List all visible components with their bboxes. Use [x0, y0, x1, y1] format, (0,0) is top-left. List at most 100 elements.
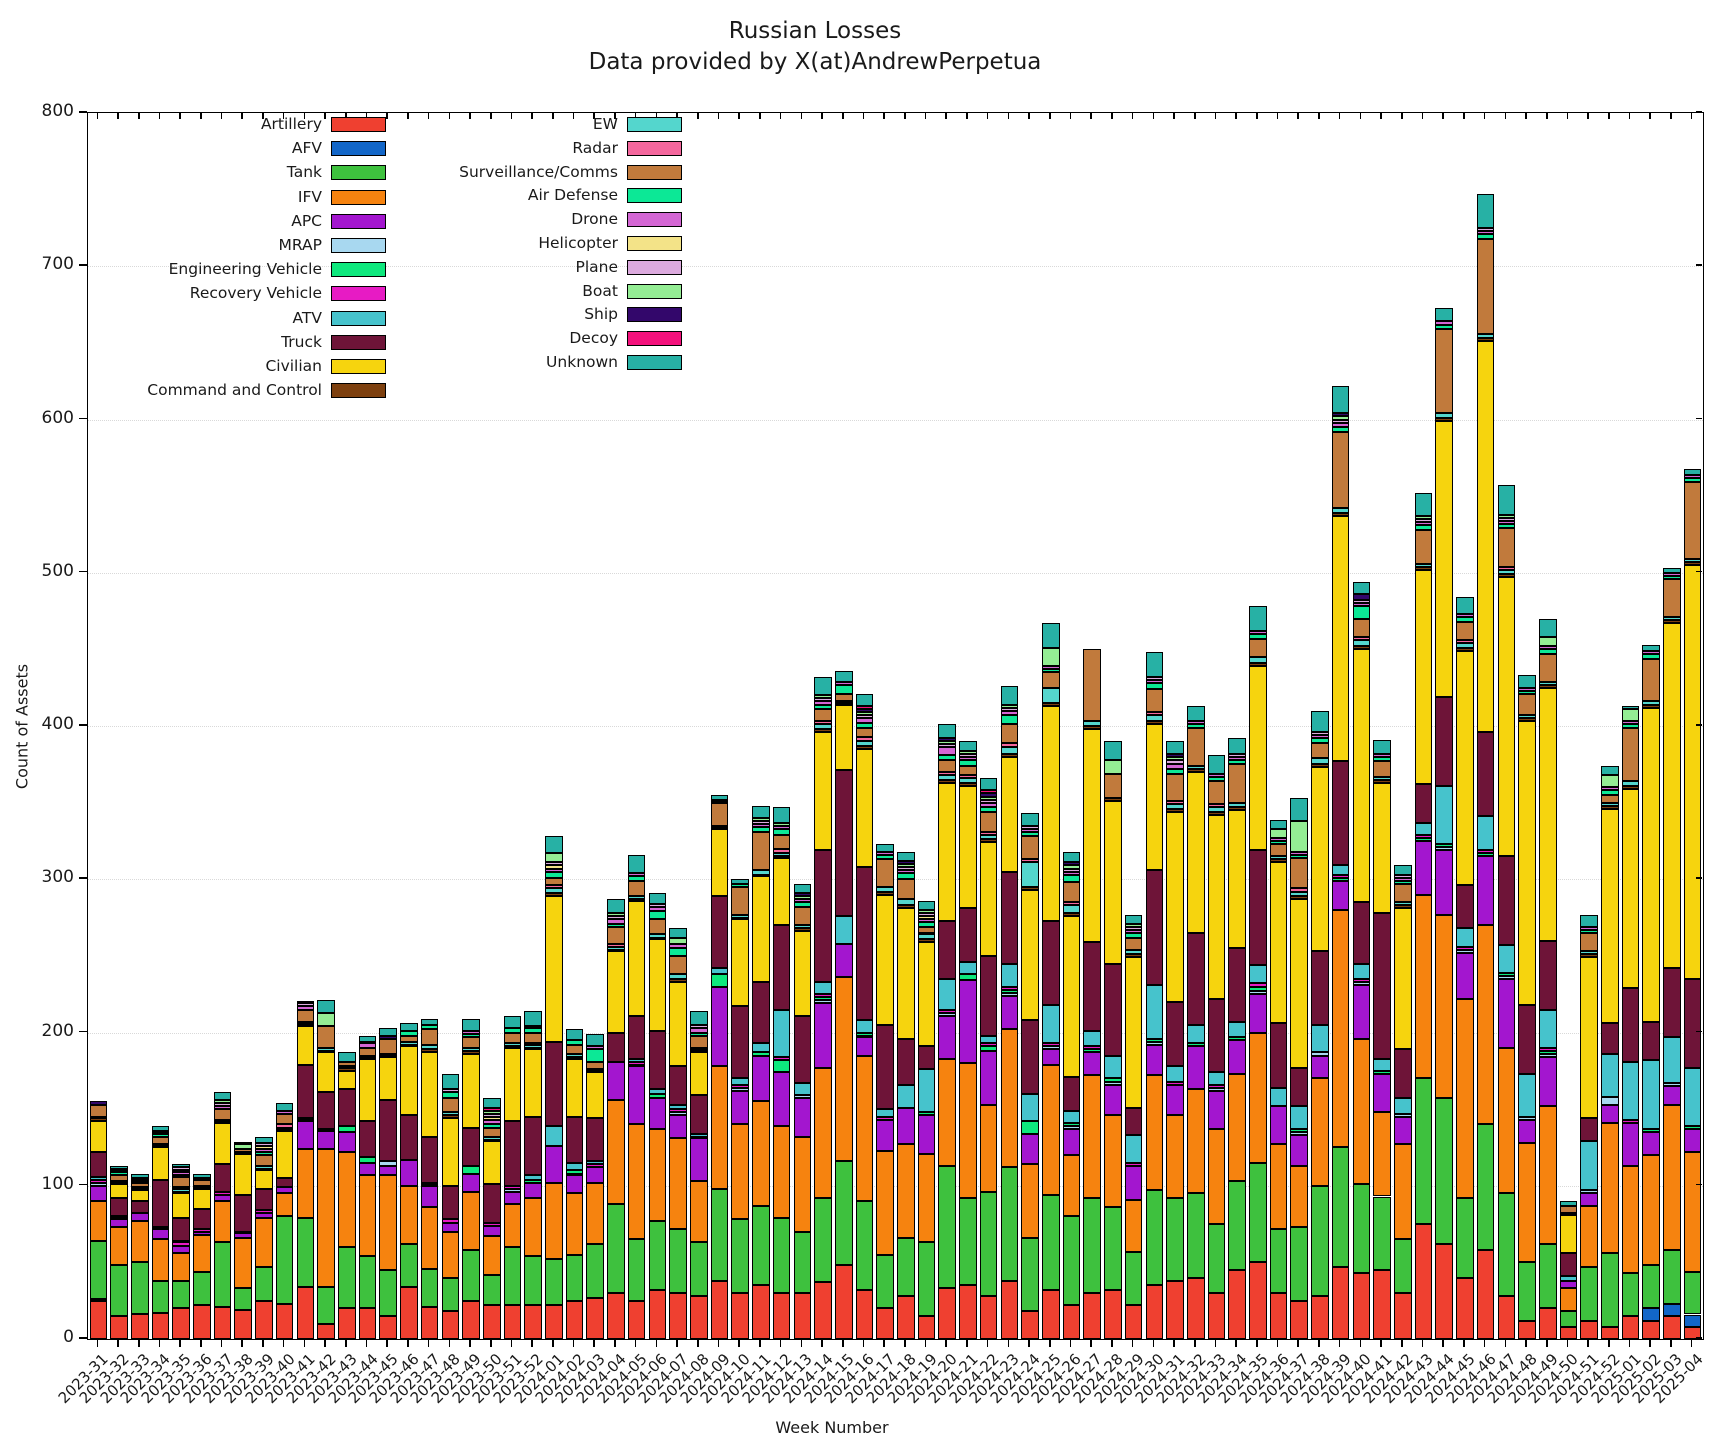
bar-segment-unknown-2024-44	[1435, 307, 1453, 322]
bar-segment-surveillance-comms-2024-14	[814, 709, 832, 722]
x-tick-mark-top	[800, 113, 803, 119]
bar-segment-ew-2023-43	[338, 1065, 356, 1068]
bar-segment-drone-2024-11	[752, 824, 770, 828]
bar-segment-command-and-control-2023-51	[503, 1045, 522, 1048]
bar-segment-tank-2024-05	[627, 1239, 646, 1301]
bar-segment-civilian-2024-14	[814, 732, 832, 851]
bar-segment-artillery-2024-40	[1352, 1273, 1371, 1339]
legend-swatch-tank	[331, 165, 386, 181]
bar-segment-recovery-vehicle-2024-08	[690, 1136, 708, 1139]
bar-segment-surveillance-comms-2024-30	[1145, 689, 1164, 713]
bar-segment-unknown-2024-07	[669, 928, 687, 938]
bar-segment-apc-2023-37	[213, 1194, 232, 1202]
legend-label-afv: AFV	[291, 139, 322, 158]
bar-segment-mrap-2024-23	[1000, 992, 1019, 996]
bar-segment-surveillance-comms-2024-47	[1497, 528, 1516, 567]
y-tick-label-300: 300	[41, 867, 74, 888]
bar-segment-apc-2023-46	[400, 1159, 418, 1186]
bar-segment-apc-2024-32	[1186, 1046, 1205, 1090]
bar-segment-artillery-2024-02	[565, 1300, 584, 1339]
gridline-700	[88, 266, 1703, 268]
bar-segment-ship-2024-40	[1352, 594, 1371, 601]
bar-segment-civilian-2024-48	[1518, 721, 1536, 1005]
y-tick-mark-right	[1696, 1337, 1702, 1339]
bar-segment-drone-2023-41	[296, 1006, 315, 1010]
bar-segment-drone-2024-37	[1290, 851, 1309, 855]
bar-segment-apc-2024-29	[1124, 1165, 1143, 1200]
bar-segment-civilian-2023-41	[296, 1026, 315, 1065]
bar-segment-air-defense-2024-25	[1041, 669, 1060, 673]
bar-segment-truck-2024-12	[772, 925, 791, 1010]
bar-segment-plane-2024-14	[814, 698, 832, 702]
bar-segment-tank-2024-04	[607, 1204, 625, 1294]
bar-segment-radar-2024-33	[1207, 804, 1226, 808]
bar-segment-boat-2024-29	[1124, 923, 1143, 927]
bar-segment-atv-2024-34	[1228, 1021, 1246, 1038]
bar-segment-plane-2024-39	[1331, 419, 1350, 423]
legend-label-engineering-vehicle: Engineering Vehicle	[168, 260, 322, 279]
bar-segment-recovery-vehicle-2023-32	[110, 1217, 128, 1220]
bar-segment-command-and-control-2023-40	[275, 1128, 294, 1131]
bar-segment-mrap-2024-07	[669, 1112, 687, 1116]
bar-segment-drone-2024-14	[814, 701, 832, 705]
x-tick-mark-top	[1690, 113, 1693, 119]
bar-segment-artillery-2023-41	[296, 1286, 315, 1339]
bar-segment-artillery-2023-43	[338, 1308, 356, 1339]
bar-segment-truck-2024-34	[1228, 948, 1246, 1022]
bar-segment-command-and-control-2024-16	[855, 745, 874, 749]
bar-segment-air-defense-2025-02	[1642, 653, 1661, 659]
bar-segment-engineering-vehicle-2024-37	[1290, 1129, 1309, 1133]
bar-segment-ew-2024-32	[1186, 765, 1205, 769]
bar-segment-unknown-2025-02	[1642, 644, 1661, 651]
bar-segment-artillery-2025-04	[1683, 1326, 1702, 1339]
bar-segment-ew-2024-12	[772, 853, 791, 857]
bar-segment-radar-2024-40	[1352, 637, 1371, 641]
bar-segment-ifv-2024-21	[959, 1063, 977, 1199]
bar-segment-engineering-vehicle-2023-49	[462, 1165, 480, 1174]
bar-segment-artillery-2024-07	[669, 1293, 687, 1339]
bar-segment-unknown-2024-02	[565, 1029, 584, 1041]
bar-segment-ew-2023-32	[110, 1180, 128, 1183]
bar-segment-ew-2024-47	[1497, 569, 1516, 575]
bar-segment-afv-2025-03	[1663, 1303, 1681, 1317]
bar-segment-atv-2023-41	[296, 1117, 315, 1120]
bar-segment-drone-2024-26	[1062, 871, 1081, 875]
x-tick-mark-top	[986, 113, 989, 119]
y-tick-mark-left	[79, 111, 87, 113]
bar-segment-surveillance-comms-2024-38	[1311, 742, 1329, 759]
bar-segment-engineering-vehicle-2024-19	[917, 1112, 936, 1116]
bar-segment-apc-2024-36	[1269, 1106, 1288, 1145]
bar-segment-artillery-2025-03	[1663, 1316, 1681, 1339]
x-tick-mark-bottom	[1628, 1340, 1631, 1347]
bar-segment-surveillance-comms-2023-35	[172, 1176, 190, 1188]
bar-segment-truck-2023-34	[151, 1179, 170, 1228]
bar-segment-radar-2024-20	[938, 771, 957, 776]
bar-segment-truck-2024-46	[1476, 732, 1495, 817]
bar-segment-civilian-2024-05	[627, 900, 646, 1016]
bar-segment-unknown-2023-39	[255, 1136, 273, 1143]
bar-segment-mrap-2024-05	[627, 1064, 646, 1067]
bar-segment-truck-2024-26	[1062, 1076, 1081, 1111]
bar-segment-civilian-2023-43	[338, 1070, 356, 1090]
bar-segment-atv-2024-33	[1207, 1072, 1226, 1085]
y-tick-label-100: 100	[41, 1173, 74, 1194]
x-tick-mark-bottom	[345, 1340, 347, 1347]
bar-segment-atv-2024-14	[814, 981, 832, 995]
bar-segment-air-defense-2024-18	[897, 873, 915, 880]
bar-segment-engineering-vehicle-2025-04	[1683, 1126, 1702, 1130]
bar-segment-ifv-2024-14	[814, 1067, 832, 1199]
x-tick-mark-bottom	[469, 1340, 471, 1347]
bar-segment-truck-2024-33	[1207, 998, 1226, 1073]
x-tick-mark-top	[1463, 113, 1465, 119]
bar-segment-engineering-vehicle-2023-52	[524, 1179, 542, 1183]
bar-segment-surveillance-comms-2025-02	[1642, 658, 1661, 702]
bar-segment-ifv-2024-30	[1145, 1075, 1164, 1191]
bar-segment-command-and-control-2024-18	[897, 905, 915, 909]
x-tick-mark-bottom	[427, 1340, 430, 1347]
bar-segment-tank-2023-38	[234, 1288, 253, 1310]
bar-segment-atv-2024-38	[1311, 1024, 1329, 1053]
bar-segment-recovery-vehicle-2024-40	[1352, 978, 1371, 982]
bar-segment-surveillance-comms-2024-04	[607, 926, 625, 944]
bar-segment-drone-2023-33	[130, 1179, 149, 1182]
bar-segment-tank-2024-39	[1331, 1147, 1350, 1267]
